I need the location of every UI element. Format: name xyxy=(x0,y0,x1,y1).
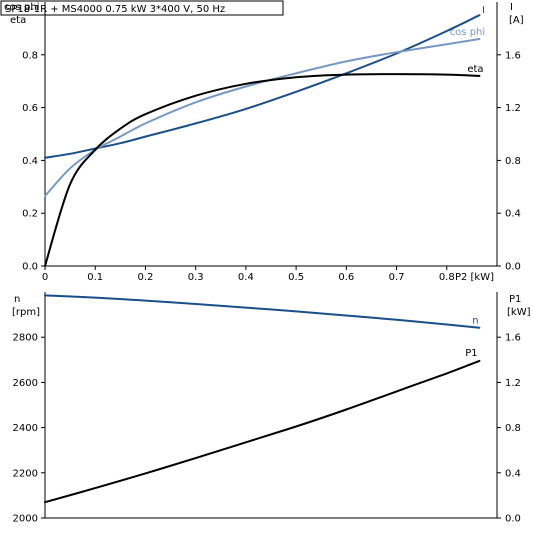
chart2-left-tick-label: 2000 xyxy=(13,514,38,525)
chart2-right-tick-label: 1.2 xyxy=(505,378,521,389)
chart2-right-axis-title-line2: [kW] xyxy=(507,307,531,318)
chart1-left-tick-label: 0.2 xyxy=(22,209,38,220)
chart1-right-axis-title-line1: I xyxy=(510,2,513,13)
chart2-left-tick-label: 2400 xyxy=(13,423,38,434)
chart1-right-tick-label: 0.0 xyxy=(505,262,521,273)
chart1-x-axis-title: P2 [kW] xyxy=(455,272,494,283)
chart2-right-tick-label: 1.6 xyxy=(505,333,521,344)
series-n-line xyxy=(44,294,481,329)
chart1-right-axis-title-line2: [A] xyxy=(509,15,524,26)
chart1-left-axis-title-line2: eta xyxy=(10,15,26,26)
chart1-right-tick-label: 1.6 xyxy=(505,50,521,61)
chart1-x-tick-label: 0.7 xyxy=(389,272,405,283)
chart2-left-tick-label: 2200 xyxy=(13,468,38,479)
chart1-x-tick-label: 0.5 xyxy=(288,272,304,283)
header-text: SP18-1R + MS4000 0.75 kW 3*400 V, 50 Hz xyxy=(5,4,225,15)
chart1-x-tick-label: 0.3 xyxy=(188,272,204,283)
chart1-x-tick-label: 0.4 xyxy=(238,272,254,283)
chart2-left-tick-label: 2800 xyxy=(13,333,38,344)
chart1-right-tick-label: 0.4 xyxy=(505,209,521,220)
chart2-left-axis-title-line2: [rpm] xyxy=(12,307,40,318)
series-p1-label: P1 xyxy=(465,348,477,359)
series-cos-phi-label: cos phi xyxy=(450,27,485,38)
chart1-left-tick-label: 0.6 xyxy=(22,103,38,114)
chart2-left-tick-label: 2600 xyxy=(13,378,38,389)
chart1-right-tick-label: 1.2 xyxy=(505,103,521,114)
chart1-x-tick-label: 0.6 xyxy=(338,272,354,283)
chart1-right-tick-label: 0.8 xyxy=(505,156,521,167)
chart2-right-tick-label: 0.4 xyxy=(505,468,521,479)
chart1-left-tick-label: 0.4 xyxy=(22,156,38,167)
chart1-x-tick-label: 0.8 xyxy=(439,272,455,283)
chart2-right-tick-label: 0.0 xyxy=(505,514,521,525)
header-box xyxy=(0,0,284,16)
chart2-right-tick-label: 0.8 xyxy=(505,423,521,434)
chart1-x-tick-label: 0 xyxy=(42,272,48,283)
chart1-left-tick-label: 0.8 xyxy=(22,50,38,61)
chart2-right-axis-title-line1: P1 xyxy=(509,294,521,305)
series-eta-line xyxy=(44,73,481,267)
chart1-x-tick-label: 0.1 xyxy=(87,272,103,283)
series-eta-label: eta xyxy=(467,64,483,75)
chart2-left-axis-title-line1: n xyxy=(14,294,20,305)
chart1-left-axis-title-line1: cos phi xyxy=(4,2,39,13)
chart1-x-tick-label: 0.2 xyxy=(137,272,153,283)
series-i-label: I xyxy=(482,5,485,16)
series-p1-line xyxy=(44,359,481,504)
chart1-left-tick-label: 0.0 xyxy=(22,262,38,273)
series-n-label: n xyxy=(472,316,478,327)
series-cos-phi-line xyxy=(44,38,481,197)
